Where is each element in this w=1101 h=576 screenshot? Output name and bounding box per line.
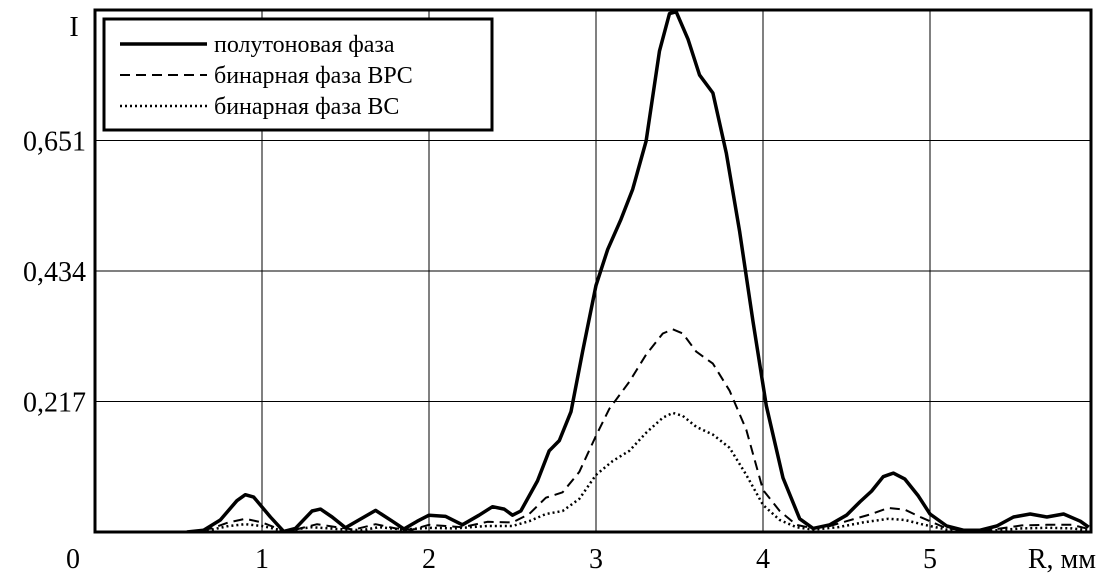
x-tick-label: 1 <box>255 544 269 575</box>
x-tick-label: 3 <box>589 544 603 575</box>
y-tick-label: 0,651 <box>23 127 86 158</box>
x-tick-label: 4 <box>756 544 770 575</box>
x-tick-label: 2 <box>422 544 436 575</box>
y-tick-label: 0,217 <box>23 388 86 419</box>
x-tick-label: 5 <box>923 544 937 575</box>
legend-label-2: бинарная фаза BPC <box>214 63 413 89</box>
legend: полутоновая фаза бинарная фаза BPC бинарна… <box>102 17 494 132</box>
series-line-3 <box>186 411 1089 532</box>
plot-frame <box>93 8 1093 534</box>
x-axis-ticks: 0 1 2 3 4 5 <box>66 544 937 575</box>
y-tick-label: 0,434 <box>23 257 86 288</box>
series-line-1 <box>186 10 1090 532</box>
x-axis-label: R, мм <box>1028 544 1096 575</box>
x-tick-label: 0 <box>66 544 80 575</box>
y-axis-ticks: 0,217 0,434 0,651 I <box>23 12 86 419</box>
series-line-2 <box>186 328 1089 532</box>
legend-label-1: полутоновая фаза <box>214 32 395 58</box>
series-layer <box>186 10 1090 532</box>
legend-label-3: бинарная фаза BC <box>214 94 399 120</box>
y-tick-label: I <box>69 12 78 43</box>
